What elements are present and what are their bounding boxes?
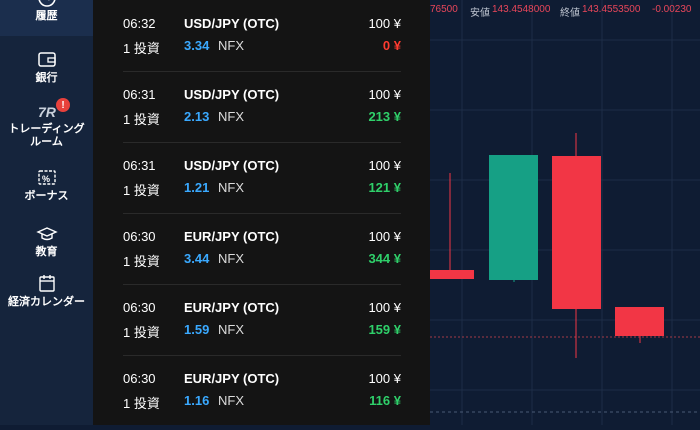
close-label: 終値 [560, 8, 580, 18]
trade-amount: 100 ¥ [368, 158, 401, 173]
candle [430, 173, 474, 279]
trade-currency: NFX [218, 322, 244, 337]
trade-rate: 3.34 [184, 38, 210, 53]
trade-rate: 1.16 [184, 393, 210, 408]
trade-time: 06:30 [123, 300, 156, 315]
trade-currency: NFX [218, 251, 244, 266]
trade-profit: 0 ¥ [382, 38, 401, 53]
trade-profit: 159 ¥ [368, 322, 401, 337]
close-value: 143.4553500 [582, 4, 641, 15]
wallet-icon [36, 50, 58, 70]
graduation-cap-icon [35, 224, 58, 244]
trade-amount: 100 ¥ [368, 87, 401, 102]
candle [552, 133, 601, 358]
trade-row[interactable]: 06:31 USD/JPY (OTC) 100 ¥ 1 投資 1.21 NFX … [123, 142, 401, 214]
trading-room-icon: 7R [36, 101, 58, 121]
trade-row[interactable]: 06:32 USD/JPY (OTC) 100 ¥ 1 投資 3.34 NFX … [123, 0, 401, 72]
trade-row[interactable]: 06:30 EUR/JPY (OTC) 100 ¥ 1 投資 1.59 NFX … [123, 284, 401, 356]
candle [489, 155, 538, 282]
trade-profit: 213 ¥ [368, 109, 401, 124]
svg-text:%: % [42, 174, 50, 184]
trade-pair: EUR/JPY (OTC) [184, 229, 280, 244]
trade-pair: USD/JPY (OTC) [184, 87, 280, 102]
nav-label-history: 履歴 [35, 10, 58, 22]
trade-time: 06:31 [123, 87, 156, 102]
trade-row[interactable]: 06:31 USD/JPY (OTC) 100 ¥ 1 投資 2.13 NFX … [123, 71, 401, 143]
trade-time: 06:30 [123, 371, 156, 386]
trade-pair: EUR/JPY (OTC) [184, 371, 280, 386]
nav-item-history[interactable]: 履歴 [0, 0, 93, 36]
trade-time: 06:31 [123, 158, 156, 173]
trade-row[interactable]: 06:30 EUR/JPY (OTC) 100 ¥ 1 投資 1.16 NFX … [123, 355, 401, 426]
bonus-icon: % [36, 168, 58, 188]
nav-item-education[interactable]: 教育 [0, 224, 93, 259]
trade-currency: NFX [218, 109, 244, 124]
nav-item-bank[interactable]: 銀行 [0, 50, 93, 85]
trade-currency: NFX [218, 393, 244, 408]
trade-time: 06:30 [123, 229, 156, 244]
trade-profit: 121 ¥ [368, 180, 401, 195]
trade-currency: NFX [218, 180, 244, 195]
trade-investments: 1 投資 [123, 325, 160, 340]
trade-investments: 1 投資 [123, 183, 160, 198]
notification-badge: ! [56, 98, 70, 112]
change-value: -0.00230 [652, 4, 692, 15]
trade-investments: 1 投資 [123, 254, 160, 269]
nav-label-education: 教育 [35, 246, 58, 258]
trade-pair: EUR/JPY (OTC) [184, 300, 280, 315]
low-value: 143.4548000 [492, 4, 551, 15]
history-icon [36, 0, 58, 8]
calendar-icon [36, 274, 58, 294]
nav-item-trading-room[interactable]: 7R トレーディング ルーム [0, 101, 93, 149]
trade-rate: 2.13 [184, 109, 210, 124]
trade-rate: 1.59 [184, 322, 210, 337]
trade-amount: 100 ¥ [368, 16, 401, 31]
trade-profit: 344 ¥ [368, 251, 401, 266]
candle [615, 307, 664, 343]
chart-partial-value: 76500 [430, 4, 458, 15]
trade-amount: 100 ¥ [368, 300, 401, 315]
trade-row[interactable]: 06:30 EUR/JPY (OTC) 100 ¥ 1 投資 3.44 NFX … [123, 213, 401, 285]
sidebar-nav: 履歴 銀行 7R トレーディング ルーム ! % ボーナス 教育 経済カレンダー [0, 0, 93, 425]
trade-time: 06:32 [123, 16, 156, 31]
candlestick-chart-svg [430, 0, 700, 425]
trade-pair: USD/JPY (OTC) [184, 16, 280, 31]
price-chart[interactable] [430, 0, 700, 425]
nav-label-trading-room: トレーディング ルーム [8, 123, 85, 148]
low-label: 安値 [470, 8, 490, 18]
trade-currency: NFX [218, 38, 244, 53]
trade-history-panel: 06:32 USD/JPY (OTC) 100 ¥ 1 投資 3.34 NFX … [93, 0, 430, 425]
trade-investments: 1 投資 [123, 396, 160, 411]
trade-investments: 1 投資 [123, 41, 160, 56]
trade-investments: 1 投資 [123, 112, 160, 127]
trade-profit: 116 ¥ [369, 393, 401, 408]
nav-label-calendar: 経済カレンダー [8, 296, 85, 308]
trade-rate: 1.21 [184, 180, 210, 195]
trade-amount: 100 ¥ [368, 371, 401, 386]
trade-pair: USD/JPY (OTC) [184, 158, 280, 173]
trade-amount: 100 ¥ [368, 229, 401, 244]
chart-header: 76500 安値 143.4548000 終値 143.4553500 -0.0… [430, 0, 700, 18]
nav-label-bank: 銀行 [35, 72, 58, 84]
nav-item-calendar[interactable]: 経済カレンダー [0, 274, 93, 309]
trade-rate: 3.44 [184, 251, 210, 266]
nav-label-bonus: ボーナス [24, 190, 69, 202]
nav-item-bonus[interactable]: % ボーナス [0, 168, 93, 203]
svg-text:7R: 7R [38, 104, 57, 120]
